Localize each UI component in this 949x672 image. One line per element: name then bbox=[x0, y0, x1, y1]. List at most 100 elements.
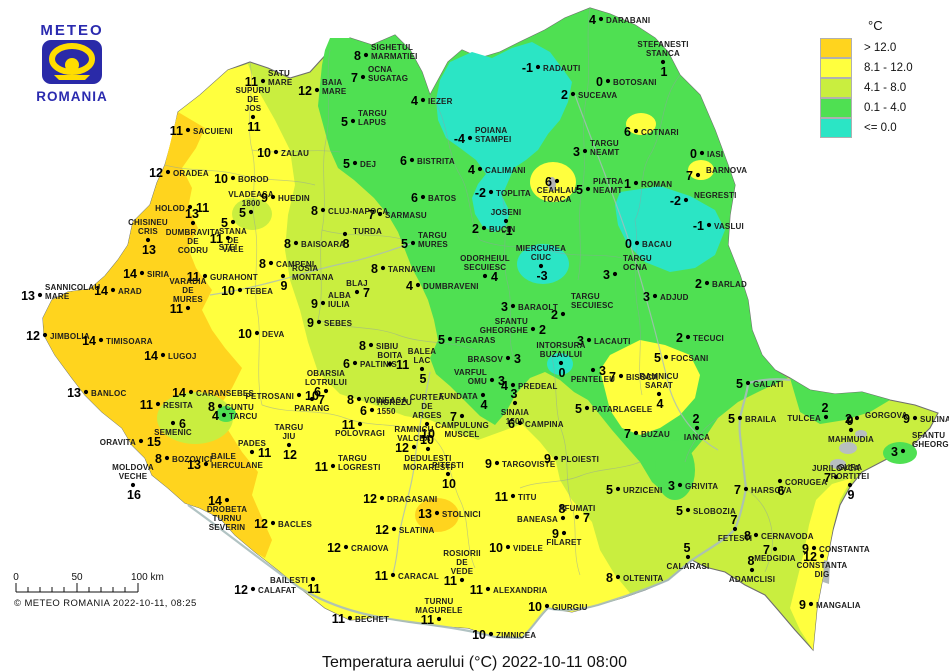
station-label: TARGU bbox=[358, 109, 387, 118]
station-dot bbox=[485, 586, 491, 592]
legend-title: °C bbox=[868, 18, 883, 33]
station-dot bbox=[185, 305, 191, 311]
station-dot bbox=[354, 289, 360, 295]
station-temp: 5 bbox=[420, 372, 427, 386]
station-temp: 3 bbox=[514, 352, 521, 366]
station-dot bbox=[316, 319, 322, 325]
station-label: DIG bbox=[815, 570, 830, 579]
station-label: VECHE bbox=[119, 472, 148, 481]
station-temp: 10 bbox=[238, 327, 252, 341]
station-label: DEVA bbox=[262, 330, 284, 339]
station-label: SEMENIC bbox=[154, 428, 192, 437]
station-dot bbox=[280, 273, 286, 279]
logo-text-top: METEO bbox=[40, 22, 104, 39]
station-label: SARMASU bbox=[385, 211, 427, 220]
station-temp: 8 bbox=[347, 393, 354, 407]
station-temp: 14 bbox=[94, 284, 108, 298]
station-label: MAHMUDIA bbox=[828, 435, 874, 444]
station-temp: 10 bbox=[305, 389, 319, 403]
station-temp: 3 bbox=[498, 374, 505, 388]
station-temp: -1 bbox=[522, 61, 533, 75]
temperature-legend: °C > 12.0 8.1 - 12.0 4.1 - 8.0 0.1 - 4.0… bbox=[820, 18, 913, 138]
station-temp: 9 bbox=[544, 452, 551, 466]
station-label: BARAOLT bbox=[518, 303, 558, 312]
station-label: MARMATIEI bbox=[371, 52, 418, 61]
station-temp: -2 bbox=[670, 194, 681, 208]
meteo-romania-emblem-icon bbox=[42, 40, 102, 84]
station-dot bbox=[652, 293, 658, 299]
station-label: SECUIESC bbox=[464, 263, 507, 272]
station-dot bbox=[254, 330, 260, 336]
station-label: IANCA bbox=[684, 433, 710, 442]
station-label: JURILOVCA bbox=[812, 464, 860, 473]
station-label: NEAMT bbox=[593, 186, 622, 195]
legend-label: <= 0.0 bbox=[864, 122, 897, 134]
station-dot bbox=[530, 326, 536, 332]
station-temp: 5 bbox=[221, 216, 228, 230]
station-label: FILARET bbox=[546, 538, 581, 547]
station-temp: 11 bbox=[332, 612, 345, 626]
station-label: GHEORGHE bbox=[480, 326, 529, 335]
station-dot bbox=[250, 114, 256, 120]
station-temp: 9 bbox=[281, 279, 288, 293]
legend-row: 8.1 - 12.0 bbox=[820, 57, 913, 78]
station-temp: 6 bbox=[314, 385, 321, 399]
station-temp: 10 bbox=[421, 427, 435, 441]
station-dot bbox=[110, 287, 116, 293]
legend-row: > 12.0 bbox=[820, 37, 913, 58]
station-label: SACUIENI bbox=[193, 127, 233, 136]
station-temp: 4 bbox=[491, 270, 498, 284]
station-dot bbox=[685, 334, 691, 340]
station-temp: 15 bbox=[147, 435, 161, 449]
station-temp: 3 bbox=[599, 364, 606, 378]
station-temp: 3 bbox=[577, 334, 584, 348]
station-temp: 14 bbox=[144, 349, 158, 363]
station-label: TARGU bbox=[571, 292, 600, 301]
station-dot bbox=[436, 616, 442, 622]
station-label: CRIS bbox=[138, 227, 158, 236]
station-temp: -4 bbox=[454, 132, 465, 146]
station-temp: 14 bbox=[123, 267, 137, 281]
station-label: GURA bbox=[838, 463, 862, 472]
station-temp: 12 bbox=[327, 541, 341, 555]
station-label: VEDE bbox=[451, 567, 474, 576]
station-label: BISOCA bbox=[626, 373, 658, 382]
station-label: PLOIESTI bbox=[561, 455, 599, 464]
station-label: TURNU bbox=[213, 514, 242, 523]
station-label: CIUC bbox=[531, 253, 551, 262]
station-temp: 13 bbox=[21, 289, 35, 303]
station-temp: 8 bbox=[371, 262, 378, 276]
station-dot bbox=[510, 303, 516, 309]
station-label: HARSOVA bbox=[751, 486, 792, 495]
station-temp: 14 bbox=[172, 386, 186, 400]
station-temp: -1 bbox=[693, 219, 704, 233]
station-temp: 9 bbox=[847, 414, 854, 428]
station-label: SIRIA bbox=[147, 270, 169, 279]
station-temp: 7 bbox=[363, 286, 370, 300]
station-dot bbox=[420, 97, 426, 103]
station-label: TIMISOARA bbox=[106, 337, 153, 346]
station-dot bbox=[510, 382, 516, 388]
station-temp: 8 bbox=[284, 237, 291, 251]
station-label: GORGOVA bbox=[865, 411, 908, 420]
station-temp: 5 bbox=[438, 333, 445, 347]
station-dot bbox=[230, 175, 236, 181]
station-dot bbox=[320, 207, 326, 213]
station-temp: 7 bbox=[824, 471, 831, 485]
station-temp: 3 bbox=[643, 290, 650, 304]
station-label: SUGATAG bbox=[368, 74, 408, 83]
station-label: LUGOJ bbox=[168, 352, 197, 361]
station-dot bbox=[273, 149, 279, 155]
station-label: LACAUTI bbox=[594, 337, 631, 346]
station-dot bbox=[615, 574, 621, 580]
station-dot bbox=[694, 425, 700, 431]
station-label: BACAU bbox=[642, 240, 672, 249]
station-label: TURNU bbox=[425, 597, 454, 606]
station-dot bbox=[188, 389, 194, 395]
station-temp: 5 bbox=[576, 183, 583, 197]
legend-swatch-8-12 bbox=[820, 57, 852, 78]
zone-yellow-cotnari bbox=[626, 113, 656, 135]
station-dot bbox=[660, 59, 666, 65]
station-temp: 12 bbox=[803, 550, 817, 564]
